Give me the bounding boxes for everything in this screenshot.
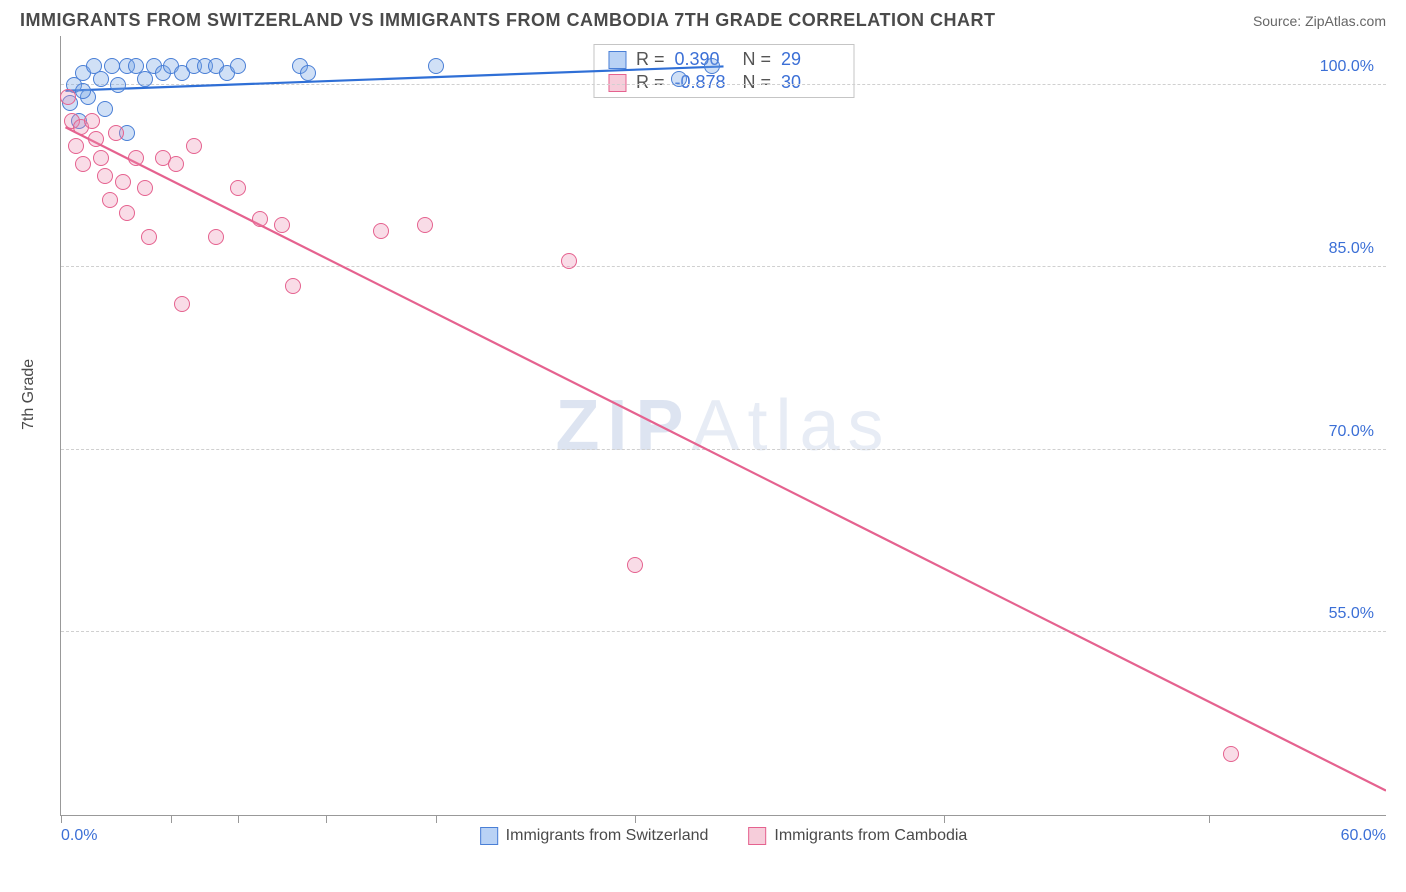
data-point: [208, 229, 224, 245]
data-point: [428, 58, 444, 74]
data-point: [119, 205, 135, 221]
data-point: [75, 83, 91, 99]
x-tick: [326, 815, 327, 823]
data-point: [252, 211, 268, 227]
legend: Immigrants from Switzerland Immigrants f…: [480, 827, 968, 845]
data-point: [137, 180, 153, 196]
data-point: [110, 77, 126, 93]
data-point: [561, 253, 577, 269]
data-point: [285, 278, 301, 294]
swatch-icon: [480, 827, 498, 845]
data-point: [97, 101, 113, 117]
scatter-chart: ZIPAtlas R = 0.390 N = 29 R = -0.878 N =…: [60, 36, 1386, 816]
data-point: [373, 223, 389, 239]
trend-overlay: [61, 36, 1386, 815]
data-point: [168, 156, 184, 172]
data-point: [75, 156, 91, 172]
data-point: [671, 71, 687, 87]
x-tick: [171, 815, 172, 823]
data-point: [93, 150, 109, 166]
data-point: [230, 180, 246, 196]
x-tick: [238, 815, 239, 823]
chart-title: IMMIGRANTS FROM SWITZERLAND VS IMMIGRANT…: [20, 10, 995, 31]
data-point: [84, 113, 100, 129]
data-point: [97, 168, 113, 184]
data-point: [104, 58, 120, 74]
legend-item-series2: Immigrants from Cambodia: [748, 827, 967, 845]
data-point: [704, 58, 720, 74]
data-point: [274, 217, 290, 233]
data-point: [108, 125, 124, 141]
data-point: [141, 229, 157, 245]
swatch-icon: [748, 827, 766, 845]
data-point: [230, 58, 246, 74]
data-point: [174, 296, 190, 312]
data-point: [417, 217, 433, 233]
y-axis-title: 7th Grade: [20, 359, 38, 430]
data-point: [68, 138, 84, 154]
data-point: [300, 65, 316, 81]
x-tick: [1209, 815, 1210, 823]
legend-item-series1: Immigrants from Switzerland: [480, 827, 709, 845]
data-point: [60, 89, 76, 105]
data-point: [627, 557, 643, 573]
trend-line: [65, 127, 1386, 790]
data-point: [1223, 746, 1239, 762]
data-point: [128, 150, 144, 166]
x-tick: [944, 815, 945, 823]
x-axis-max-label: 60.0%: [1341, 827, 1386, 845]
data-point: [186, 138, 202, 154]
data-point: [115, 174, 131, 190]
data-point: [88, 131, 104, 147]
source-attribution: Source: ZipAtlas.com: [1253, 13, 1386, 29]
x-tick: [635, 815, 636, 823]
x-axis-min-label: 0.0%: [61, 827, 97, 845]
x-tick: [61, 815, 62, 823]
data-point: [102, 192, 118, 208]
x-tick: [436, 815, 437, 823]
